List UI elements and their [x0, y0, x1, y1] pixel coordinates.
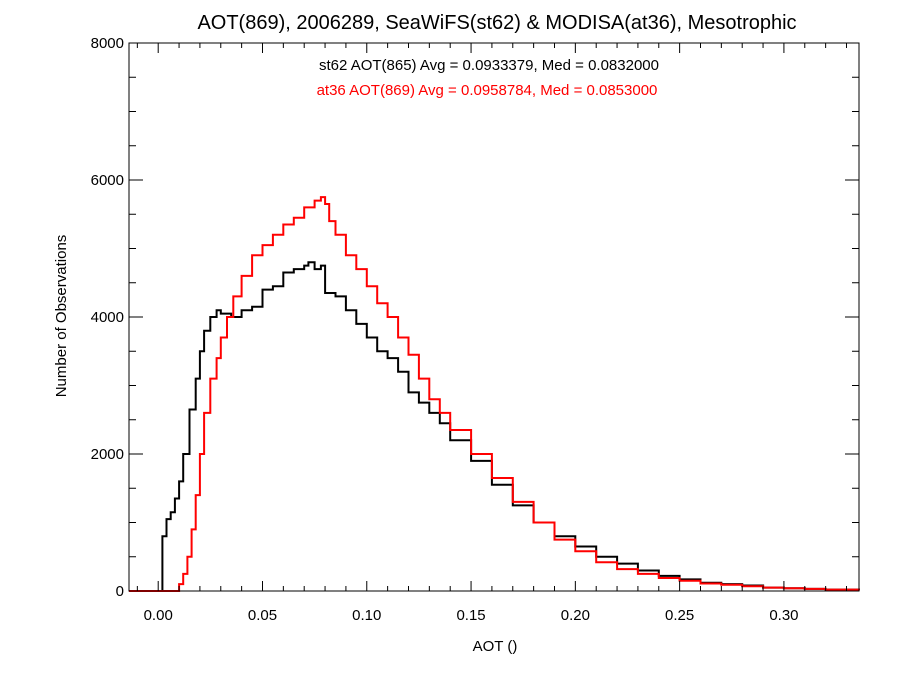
y-axis-label: Number of Observations — [53, 235, 70, 398]
x-tick-label: 0.20 — [561, 607, 590, 624]
y-tick-label: 8000 — [91, 35, 124, 52]
axis-ticks-group — [129, 42, 859, 592]
x-tick-label: 0.10 — [352, 607, 381, 624]
annotation-at36-stats: at36 AOT(869) Avg = 0.0958784, Med = 0.0… — [317, 82, 658, 99]
x-axis-label: AOT () — [473, 638, 518, 655]
series-line-1 — [129, 196, 860, 592]
series-line-0 — [129, 261, 860, 592]
chart-title: AOT(869), 2006289, SeaWiFS(st62) & MODIS… — [197, 12, 796, 34]
y-tick-label: 6000 — [91, 172, 124, 189]
x-tick-label: 0.00 — [144, 607, 173, 624]
y-tick-label: 2000 — [91, 446, 124, 463]
plot-series-group — [129, 196, 860, 592]
y-tick-label: 4000 — [91, 309, 124, 326]
annotation-st62-stats: st62 AOT(865) Avg = 0.0933379, Med = 0.0… — [319, 57, 659, 74]
x-tick-label: 0.25 — [665, 607, 694, 624]
y-tick-label: 0 — [116, 583, 124, 600]
x-tick-label: 0.15 — [456, 607, 485, 624]
x-tick-label: 0.30 — [769, 607, 798, 624]
x-tick-label: 0.05 — [248, 607, 277, 624]
tick-labels-group: 0.00 0.05 0.10 0.15 0.20 0.25 0.30 0 2000 4000 600… — [91, 35, 799, 624]
